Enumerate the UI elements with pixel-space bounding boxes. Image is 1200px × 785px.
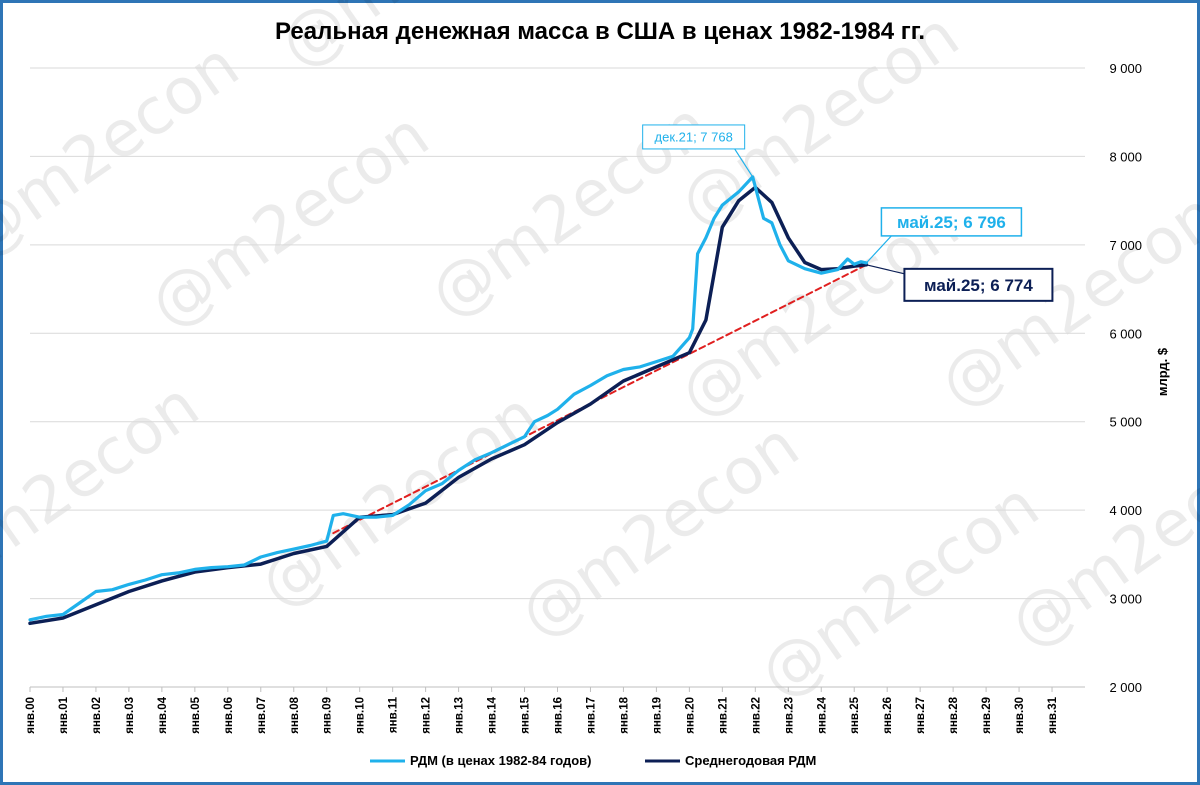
x-tick-label: янв.06 (223, 697, 235, 734)
x-tick-label: янв.23 (783, 697, 795, 734)
watermark-text: @m2econ (507, 408, 813, 653)
annotation-box (642, 124, 746, 150)
x-tick-label: янв.13 (454, 697, 466, 734)
watermark-text: @m2econ (747, 468, 1053, 713)
x-tick-label: янв.16 (553, 697, 565, 734)
series-line-rdm (28, 175, 868, 622)
x-tick-label: янв.22 (750, 697, 762, 734)
x-tick-label: янв.10 (355, 697, 367, 734)
x-tick-label: янв.02 (91, 697, 103, 734)
x-tick-label: янв.17 (585, 697, 597, 734)
x-tick-label: янв.24 (816, 696, 828, 733)
trend-line (332, 263, 868, 535)
x-tick-label: янв.28 (948, 696, 960, 733)
annotation-layer: дек.21; 7 768 май.25; 6 796 май.25; 6 774 (642, 124, 1054, 302)
legend: РДМ (в ценах 1982-84 годов) Среднегодова… (370, 753, 816, 768)
x-tick-label: янв.03 (124, 697, 136, 734)
x-tick-label: янв.04 (157, 696, 169, 733)
annotation-label: дек.21; 7 768 (655, 130, 733, 145)
chart-title: Реальная денежная масса в США в ценах 19… (274, 18, 925, 45)
y-tick-labels: 2 000 3 000 4 000 5 000 6 000 7 000 8 000 9 000 (1109, 61, 1142, 695)
x-tick-label: янв.09 (322, 697, 334, 734)
watermark-layer: @m2econ@m2econ@m2econ@m2econ@m2econ @m2ec… (0, 0, 1200, 713)
x-tick-label: янв.00 (25, 697, 37, 734)
y-tick-label: 7 000 (1109, 238, 1142, 253)
series-layer (28, 175, 869, 626)
x-tick-label: янв.27 (915, 697, 927, 734)
x-tick-label: янв.05 (190, 696, 202, 733)
y-tick-label: 2 000 (1109, 680, 1142, 695)
x-tick-label: янв.31 (1047, 696, 1059, 733)
x-tick-label: янв.14 (487, 696, 499, 733)
y-tick-label: 8 000 (1109, 149, 1142, 164)
annotation-label: май.25; 6 796 (897, 213, 1006, 232)
x-tick-label: янв.11 (388, 696, 400, 733)
x-tick-labels: янв.00 янв.01 янв.02 янв.03 янв.04 янв.05 янв.… (25, 687, 1059, 734)
x-tick-label: янв.08 (289, 696, 301, 733)
x-tick-label: янв.21 (717, 696, 729, 733)
legend-label-rdm: РДМ (в ценах 1982-84 годов) (410, 753, 591, 768)
x-tick-label: янв.18 (618, 696, 630, 733)
annotation-leader (865, 235, 892, 264)
x-tick-label: янв.19 (651, 697, 663, 734)
series-line-avg (28, 185, 869, 626)
x-tick-label: янв.30 (1014, 697, 1026, 734)
annotation-box (880, 207, 1023, 237)
x-tick-label: янв.07 (256, 697, 268, 734)
annotation-label: май.25; 6 774 (924, 276, 1033, 295)
x-tick-label: янв.29 (981, 697, 993, 734)
x-tick-label: янв.15 (520, 696, 532, 733)
x-tick-label: янв.25 (849, 696, 861, 733)
annotation-leader (734, 148, 754, 178)
y-tick-label: 5 000 (1109, 415, 1142, 430)
y-tick-label: 3 000 (1109, 592, 1142, 607)
annotation-leader (866, 264, 905, 275)
legend-label-avg: Среднегодовая РДМ (685, 753, 816, 768)
y-tick-label: 6 000 (1109, 326, 1142, 341)
y-axis-label: млрд. $ (1155, 347, 1170, 396)
watermark-text: @m2econ (267, 0, 573, 83)
x-tick-label: янв.12 (421, 697, 433, 734)
x-tick-label: янв.20 (684, 697, 696, 734)
x-tick-label: янв.26 (882, 697, 894, 734)
x-tick-label: янв.01 (58, 696, 70, 733)
annotation-box (903, 267, 1054, 302)
y-tick-label: 9 000 (1109, 61, 1142, 76)
y-tick-label: 4 000 (1109, 503, 1142, 518)
